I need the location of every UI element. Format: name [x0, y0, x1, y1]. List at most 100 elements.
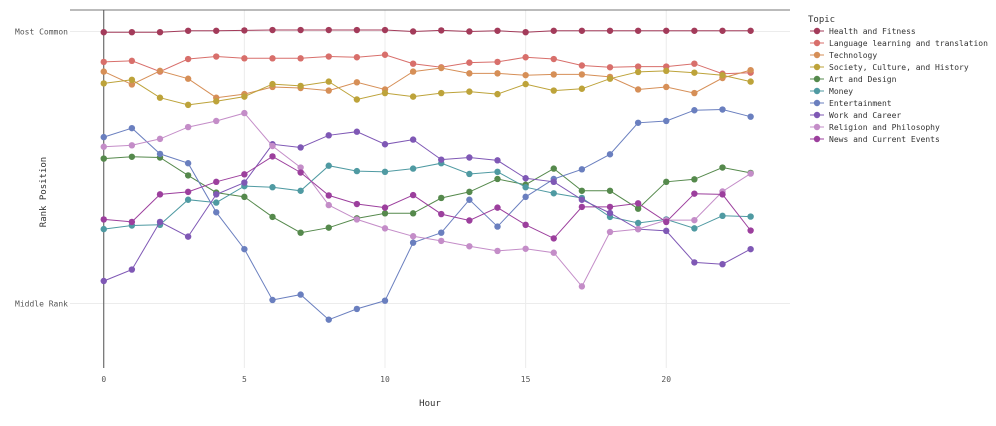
data-point-entertainment	[494, 223, 501, 230]
data-point-health-and-fitness	[297, 26, 304, 34]
data-point-religion-and-philosophy	[156, 135, 164, 143]
data-point-money	[691, 225, 698, 232]
data-point-money	[269, 184, 276, 191]
data-point-entertainment	[297, 291, 304, 298]
data-point-religion-and-philosophy	[381, 225, 389, 232]
data-point-money	[353, 167, 361, 175]
data-point-work-and-career	[494, 157, 501, 164]
data-point-news-and-current-events	[269, 153, 276, 160]
data-point-religion-and-philosophy	[691, 216, 698, 224]
data-point-art-and-design	[691, 176, 698, 183]
data-point-news-and-current-events	[522, 221, 529, 228]
data-point-work-and-career	[522, 175, 529, 182]
data-point-religion-and-philosophy	[466, 243, 473, 250]
legend-label: Society, Culture, and History	[829, 63, 969, 72]
data-point-health-and-fitness	[325, 26, 332, 34]
data-point-news-and-current-events	[156, 191, 164, 198]
y-tick-label: Middle Rank	[15, 300, 68, 309]
data-point-money	[213, 199, 220, 206]
data-point-health-and-fitness	[156, 28, 164, 36]
data-point-work-and-career	[213, 191, 220, 198]
data-point-money	[100, 225, 107, 233]
data-point-health-and-fitness	[747, 27, 754, 34]
data-point-art-and-design	[409, 210, 417, 217]
data-point-technology	[438, 64, 445, 72]
legend-item-language-learning-and-translation: Language learning and translation	[810, 39, 988, 48]
data-point-language-learning-and-translation	[213, 53, 220, 60]
legend-swatch-dot	[813, 51, 821, 59]
data-point-society-culture-and-history	[522, 80, 529, 88]
data-point-language-learning-and-translation	[550, 55, 557, 63]
x-tick-label: 20	[661, 375, 671, 384]
legend-swatch-dot	[813, 39, 821, 47]
y-tick-label: Most Common	[15, 27, 68, 36]
data-point-religion-and-philosophy	[634, 225, 642, 233]
data-point-news-and-current-events	[128, 218, 136, 226]
data-point-work-and-career	[719, 260, 726, 268]
data-point-language-learning-and-translation	[522, 54, 529, 61]
data-point-language-learning-and-translation	[128, 57, 136, 65]
data-point-news-and-current-events	[409, 191, 417, 199]
data-point-religion-and-philosophy	[184, 123, 192, 131]
legend-item-news-and-current-events: News and Current Events	[810, 135, 940, 144]
data-point-health-and-fitness	[241, 27, 248, 34]
data-point-art-and-design	[663, 178, 670, 186]
data-point-technology	[578, 71, 586, 78]
x-tick-label: 5	[242, 375, 247, 384]
data-point-technology	[184, 75, 192, 82]
data-point-news-and-current-events	[438, 210, 445, 218]
data-point-money	[719, 212, 726, 220]
data-point-society-culture-and-history	[494, 90, 501, 98]
legend-label: Money	[829, 87, 853, 96]
data-point-entertainment	[691, 107, 698, 114]
data-point-technology	[634, 86, 642, 93]
data-point-news-and-current-events	[494, 204, 501, 211]
data-point-health-and-fitness	[381, 26, 389, 34]
data-point-society-culture-and-history	[719, 71, 726, 79]
x-tick-label: 10	[380, 375, 390, 384]
data-point-work-and-career	[466, 154, 473, 161]
legend-item-money: Money	[810, 87, 853, 96]
data-point-religion-and-philosophy	[213, 117, 220, 125]
data-point-money	[184, 196, 192, 203]
data-point-language-learning-and-translation	[634, 63, 642, 70]
legend-swatch-dot	[813, 63, 821, 71]
data-point-religion-and-philosophy	[269, 142, 276, 150]
data-point-money	[325, 162, 332, 169]
data-point-entertainment	[578, 166, 586, 173]
data-point-money	[522, 184, 529, 191]
legend-label: Religion and Philosophy	[829, 123, 940, 132]
data-point-technology	[128, 81, 136, 88]
data-point-society-culture-and-history	[325, 78, 332, 85]
data-point-technology	[466, 70, 473, 77]
data-point-society-culture-and-history	[184, 101, 192, 109]
data-point-religion-and-philosophy	[494, 247, 501, 255]
data-point-news-and-current-events	[353, 200, 361, 208]
data-point-technology	[353, 79, 361, 86]
data-point-money	[550, 190, 557, 197]
data-point-religion-and-philosophy	[550, 249, 557, 256]
data-point-news-and-current-events	[691, 190, 698, 197]
data-point-health-and-fitness	[409, 28, 417, 35]
legend-label: Art and Design	[829, 75, 897, 84]
legend-item-entertainment: Entertainment	[810, 99, 892, 108]
data-point-society-culture-and-history	[409, 93, 417, 100]
data-point-art-and-design	[381, 210, 389, 217]
data-point-technology	[494, 70, 501, 77]
data-point-entertainment	[409, 239, 417, 246]
data-point-work-and-career	[184, 233, 192, 240]
series-line-health-and-fitness	[103, 29, 751, 33]
data-point-religion-and-philosophy	[100, 143, 107, 150]
legend-label: Health and Fitness	[829, 27, 916, 36]
data-point-language-learning-and-translation	[691, 60, 698, 67]
data-point-news-and-current-events	[550, 235, 557, 242]
data-point-entertainment	[269, 296, 276, 304]
data-point-health-and-fitness	[353, 26, 361, 34]
series-line-money	[103, 162, 751, 230]
legend-item-health-and-fitness: Health and Fitness	[810, 27, 916, 36]
data-point-society-culture-and-history	[353, 96, 361, 103]
data-point-society-culture-and-history	[634, 68, 642, 76]
data-point-entertainment	[606, 151, 614, 158]
data-point-art-and-design	[634, 205, 642, 212]
data-point-society-culture-and-history	[269, 80, 276, 88]
